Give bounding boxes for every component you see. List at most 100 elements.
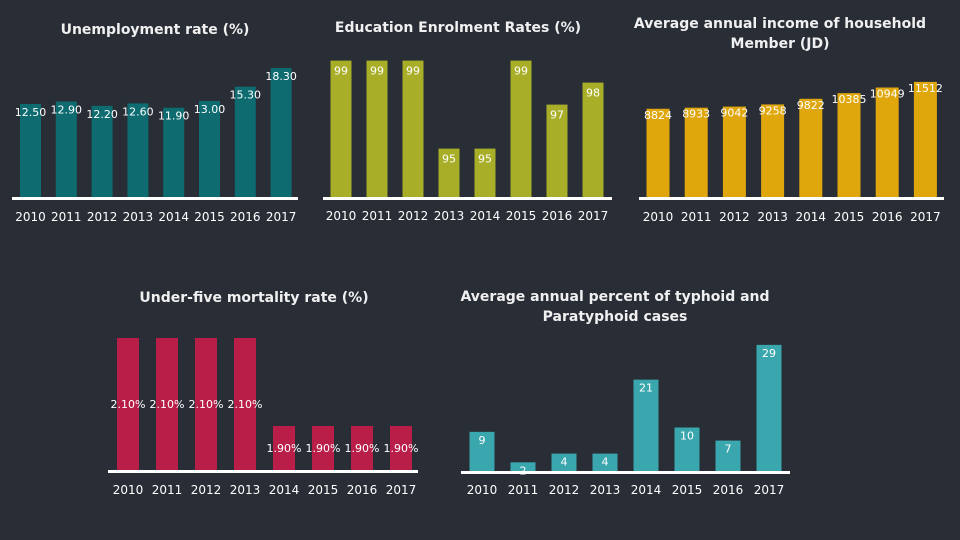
unemployment-bar-2016 [234, 86, 256, 197]
education-data-label-2013: 95 [442, 153, 456, 166]
education-data-label-2014: 95 [478, 153, 492, 166]
education-bar-2011 [366, 60, 388, 197]
education-chart-title: Education Enrolment Rates (%) [334, 20, 582, 36]
typhoid-x-tick-2014: 2014 [631, 483, 662, 497]
typhoid-x-tick-2011: 2011 [508, 483, 539, 497]
unemployment-baseline [12, 197, 298, 200]
education-data-label-2010: 99 [334, 65, 348, 78]
mortality-bar-2016 [351, 426, 373, 470]
typhoid-x-tick-2017: 2017 [754, 483, 785, 497]
typhoid-chart-title-line2: Paratyphoid cases [542, 309, 688, 325]
income-x-tick-2014: 2014 [796, 210, 827, 224]
mortality-x-tick-2014: 2014 [269, 483, 300, 497]
unemployment-data-label-2011: 12.90 [51, 104, 83, 117]
mortality-bar-2014 [273, 426, 295, 470]
typhoid-bar-2017 [756, 344, 782, 471]
mortality-bar-2017 [390, 426, 412, 470]
mortality-x-tick-2012: 2012 [191, 483, 222, 497]
unemployment-x-tick-2012: 2012 [87, 210, 118, 224]
education-x-tick-2012: 2012 [398, 209, 429, 223]
mortality-x-tick-2017: 2017 [386, 483, 417, 497]
mortality-data-label-2017: 1.90% [384, 442, 419, 455]
income-bar-2017 [913, 81, 937, 197]
income-x-tick-2010: 2010 [643, 210, 674, 224]
unemployment-x-tick-2014: 2014 [158, 210, 189, 224]
mortality-bar-2013 [234, 338, 256, 470]
income-x-tick-2017: 2017 [910, 210, 941, 224]
unemployment-x-tick-2011: 2011 [51, 210, 82, 224]
unemployment-x-tick-2010: 2010 [15, 210, 46, 224]
mortality-data-label-2016: 1.90% [345, 442, 380, 455]
education-data-label-2012: 99 [406, 65, 420, 78]
mortality-x-tick-2010: 2010 [113, 483, 144, 497]
unemployment-data-label-2015: 13.00 [194, 103, 226, 116]
unemployment-data-label-2012: 12.20 [86, 108, 118, 121]
education-bar-2010 [330, 60, 352, 197]
education-bar-2016 [546, 104, 568, 197]
mortality-data-label-2010: 2.10% [111, 398, 146, 411]
mortality-chart-title: Under-five mortality rate (%) [139, 290, 369, 306]
unemployment-data-label-2016: 15.30 [230, 89, 262, 102]
typhoid-data-label-2015: 10 [680, 430, 694, 443]
unemployment-bar-2017 [270, 68, 292, 197]
unemployment-bar-2010 [20, 104, 41, 197]
typhoid-x-tick-2015: 2015 [672, 483, 703, 497]
education-data-label-2011: 99 [370, 65, 384, 78]
unemployment-chart-title: Unemployment rate (%) [60, 22, 250, 38]
mortality-baseline [108, 470, 418, 473]
typhoid-bar-2012 [551, 453, 577, 471]
income-x-tick-2016: 2016 [872, 210, 903, 224]
typhoid-data-label-2016: 7 [725, 443, 732, 456]
income-bar-2012 [722, 106, 746, 197]
mortality-bar-2010 [117, 338, 139, 470]
education-bar-2017 [582, 82, 604, 197]
typhoid-x-tick-2010: 2010 [467, 483, 498, 497]
unemployment-data-label-2013: 12.60 [122, 105, 154, 118]
unemployment-data-label-2010: 12.50 [15, 106, 47, 119]
typhoid-x-tick-2013: 2013 [590, 483, 621, 497]
income-data-label-2012: 9042 [720, 107, 748, 120]
typhoid-baseline [461, 471, 790, 474]
education-x-tick-2014: 2014 [470, 209, 501, 223]
income-data-label-2011: 8933 [682, 108, 710, 121]
income-x-tick-2011: 2011 [681, 210, 712, 224]
unemployment-bar-2013 [127, 103, 149, 197]
education-data-label-2015: 99 [514, 65, 528, 78]
income-data-label-2014: 9822 [797, 99, 825, 112]
income-x-tick-2013: 2013 [757, 210, 788, 224]
income-data-label-2015: 10385 [832, 93, 867, 106]
typhoid-x-tick-2012: 2012 [549, 483, 580, 497]
typhoid-bar-2015 [674, 427, 700, 471]
typhoid-bar-2010 [469, 431, 495, 471]
education-bar-2013 [438, 148, 460, 197]
mortality-data-label-2015: 1.90% [306, 442, 341, 455]
education-baseline [323, 197, 612, 200]
typhoid-data-label-2010: 9 [479, 434, 486, 447]
unemployment-bar-2014 [163, 107, 185, 197]
education-bar-2012 [402, 60, 424, 197]
typhoid-data-label-2012: 4 [561, 456, 568, 469]
income-data-label-2013: 9258 [759, 104, 787, 117]
typhoid-data-label-2014: 21 [639, 382, 653, 395]
income-chart-title: Average annual income of household Membe… [620, 14, 940, 54]
education-bar-2014 [474, 148, 496, 197]
mortality-bar-2015 [312, 426, 334, 470]
typhoid-data-label-2011: 2 [520, 464, 527, 477]
mortality-data-label-2011: 2.10% [150, 398, 185, 411]
income-data-label-2016: 10949 [870, 88, 905, 101]
unemployment-x-tick-2013: 2013 [123, 210, 154, 224]
typhoid-data-label-2017: 29 [762, 347, 776, 360]
income-baseline [639, 197, 944, 200]
education-x-tick-2015: 2015 [506, 209, 537, 223]
income-x-tick-2012: 2012 [719, 210, 750, 224]
income-chart-title-line2: Member (JD) [730, 36, 830, 52]
unemployment-x-tick-2017: 2017 [266, 210, 297, 224]
unemployment-bar-2011 [55, 101, 77, 197]
typhoid-chart-title: Average annual percent of typhoid and Pa… [455, 287, 775, 327]
unemployment-bar-2012 [91, 105, 113, 197]
mortality-data-label-2014: 1.90% [267, 442, 302, 455]
mortality-bar-2011 [156, 338, 178, 470]
mortality-x-tick-2015: 2015 [308, 483, 339, 497]
unemployment-data-label-2014: 11.90 [158, 110, 190, 123]
income-bar-2013 [761, 104, 785, 197]
